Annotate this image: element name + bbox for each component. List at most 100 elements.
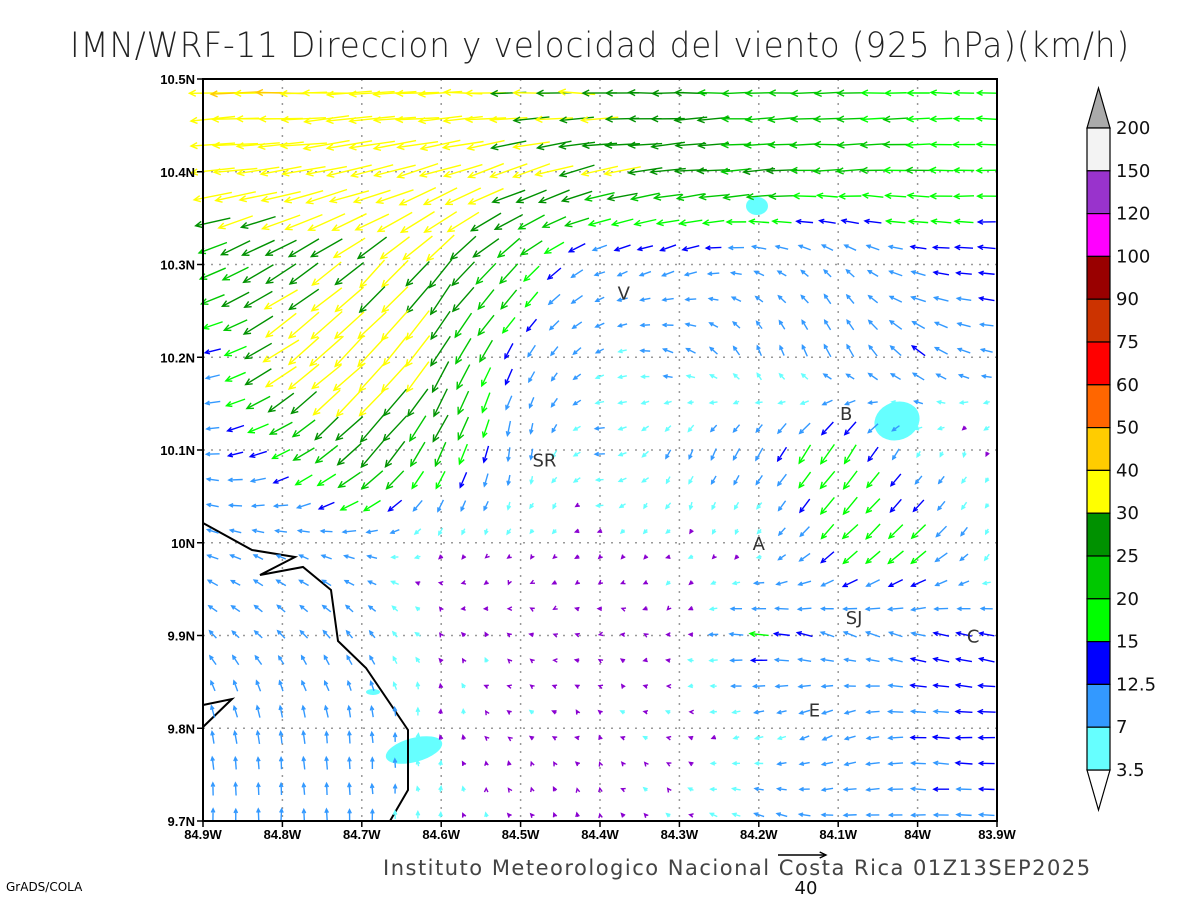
arrow-head [479,354,487,363]
wind-vector [629,192,660,202]
arrow-head [551,710,557,715]
arrow-shaft [708,272,720,275]
wind-vector [437,499,445,513]
arrow-shaft [959,374,970,379]
arrow-shaft [513,163,551,178]
wind-vector [594,296,605,303]
wind-vector [620,683,626,689]
arrow-shaft [411,470,425,489]
arrow-shaft [888,762,904,765]
arrow-head [279,807,284,813]
wind-vector [932,709,949,715]
wind-vector [428,259,453,289]
arrow-shaft [232,655,240,666]
arrow-head [778,319,784,325]
arrow-shaft [562,190,593,202]
arrow-shaft [911,787,927,791]
arrow-head [819,631,826,636]
arrow-head [301,755,307,762]
wind-vector [575,787,581,793]
arrow-head [221,273,231,281]
arrow-shaft [911,657,927,663]
wind-vector [274,528,288,534]
arrow-head [708,657,714,663]
arrow-head [484,656,489,663]
wind-vector [887,578,904,588]
arrow-head [557,142,567,150]
wind-vector [594,374,605,380]
arrow-head [617,477,624,483]
arrow-head [596,528,603,534]
wind-vector [704,245,722,251]
wind-vector [499,263,519,285]
arrow-head [889,481,896,487]
wind-vector [819,606,834,612]
arrow-head [276,629,282,635]
wind-vector [686,399,694,405]
wind-vector [845,373,855,380]
arrow-head [438,606,444,612]
wind-vector [952,167,975,174]
arrow-shaft [845,735,856,740]
arrow-head [573,528,580,534]
wind-vector [438,708,443,714]
arrow-shaft [324,706,329,718]
arrow-head [845,268,851,274]
arrow-head [643,504,648,510]
wind-vector [359,414,385,444]
arrow-head [957,373,964,379]
arrow-head [385,481,394,490]
arrow-shaft [256,705,261,718]
arrow-head [558,116,568,124]
arrow-head [620,579,626,585]
wind-vector [323,654,330,666]
wind-vector [504,368,513,386]
arrow-shaft [930,91,952,95]
wind-vector [981,580,991,586]
wind-vector [686,658,694,663]
arrow-shaft [279,706,284,718]
wind-vector [287,311,320,339]
arrow-head [456,381,464,391]
wind-vector [936,399,946,405]
arrow-shaft [200,267,226,280]
arrow-head [483,580,489,585]
wind-vector [960,501,968,511]
arrow-head [797,683,803,689]
wind-vector [771,218,792,225]
arrow-head [379,252,388,260]
wind-vector [410,441,426,468]
wind-vector [461,734,466,740]
arrow-head [977,786,984,792]
arrow-head [932,295,939,301]
arrow-shaft [845,399,856,406]
arrow-head [952,167,960,174]
wind-vector [774,244,789,250]
arrow-shaft [846,294,855,304]
wind-vector [210,781,216,796]
wind-vector [798,786,810,792]
arrow-shaft [447,211,480,233]
wind-vector [541,216,567,229]
arrow-head [303,117,312,125]
arrow-head [268,428,278,435]
wind-vector [909,734,927,741]
arrow-shaft [334,311,365,339]
arrow-head [815,192,824,199]
arrow-head [865,709,871,715]
wind-vector [753,812,765,818]
wind-vector [639,348,651,354]
arrow-head [952,193,961,200]
wind-vector [598,761,604,767]
wind-vector [909,709,927,715]
arrow-head [252,554,259,559]
arrow-head [710,455,715,461]
arrow-head [819,481,827,490]
arrow-shaft [799,813,811,817]
arrow-head [414,631,420,637]
wind-vector [529,684,535,690]
wind-vector [890,399,901,405]
arrow-head [846,318,851,325]
arrow-shaft [976,143,998,146]
wind-vector [591,244,608,252]
